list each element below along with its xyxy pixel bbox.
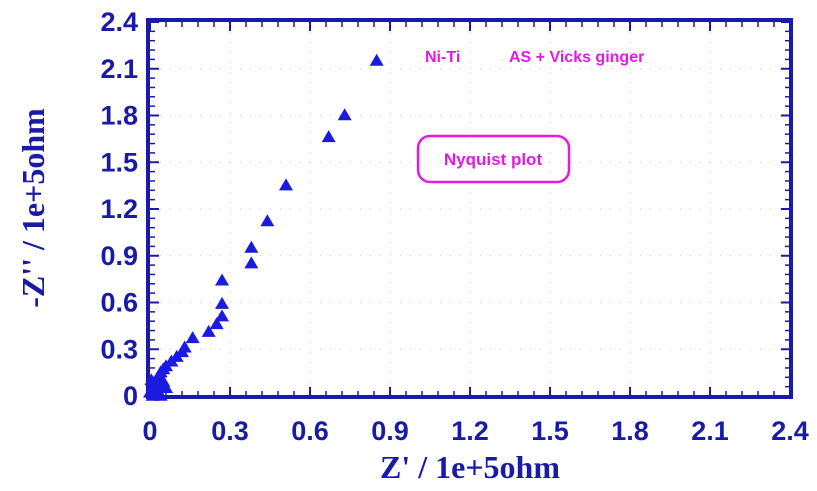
data-point-triangle [260, 214, 275, 227]
data-point-triangle [369, 53, 384, 66]
x-tick-label: 1.5 [531, 416, 569, 446]
x-tick-labels: 0 0.3 0.6 0.9 1.2 1.5 1.8 2.1 2.4 [142, 416, 808, 446]
sample-label: Ni-Ti [425, 49, 460, 66]
data-point-triangle [321, 130, 336, 143]
y-tick-label: 0.3 [100, 334, 138, 364]
data-point-triangle [159, 381, 173, 394]
plot-frame [146, 18, 793, 399]
y-tick-label: 0 [123, 381, 138, 411]
x-tick-label: 2.1 [691, 416, 729, 446]
data-point-triangle [177, 340, 192, 353]
data-point-triangle [215, 296, 229, 309]
data-point-triangle [209, 317, 224, 330]
data-point-triangle [244, 240, 259, 253]
x-tick-label: 0 [142, 416, 157, 446]
x-tick-label: 0.9 [371, 416, 409, 446]
y-tick-label: 2.1 [100, 54, 138, 84]
plot-type-box [416, 134, 571, 184]
medium-label: AS + Vicks ginger [509, 49, 644, 66]
x-tick-label: 1.2 [451, 416, 489, 446]
y-tick-label: 1.2 [100, 194, 138, 224]
x-tick-label: 0.6 [291, 416, 329, 446]
y-tick-label: 0.9 [100, 241, 138, 271]
x-tick-label: 2.4 [771, 416, 809, 446]
data-point-triangle [144, 373, 159, 386]
y-tick-labels: 0 0.3 0.6 0.9 1.2 1.5 1.8 2.1 2.4 [100, 7, 138, 411]
data-point-triangle [185, 331, 200, 344]
y-tick-label: 1.5 [100, 147, 138, 177]
data-point-triangle [215, 309, 229, 322]
grid-lines [150, 22, 790, 396]
data-points [143, 53, 384, 401]
data-point-triangle [215, 273, 229, 286]
data-point-triangle [201, 324, 216, 337]
data-point-triangle [337, 108, 352, 121]
axis-ticks [149, 21, 791, 397]
x-tick-label: 1.8 [611, 416, 649, 446]
y-tick-label: 2.4 [100, 7, 138, 37]
data-point-triangle [145, 388, 160, 401]
data-point-triangle [244, 256, 259, 269]
x-axis-title: Z' / 1e+5ohm [380, 449, 560, 485]
plot-type-label: Nyquist plot [444, 150, 543, 169]
y-tick-label: 1.8 [100, 101, 138, 131]
data-point-triangle [279, 178, 293, 191]
y-axis-title: -Z'' / 1e+5ohm [15, 108, 51, 308]
x-tick-label: 0.3 [211, 416, 249, 446]
y-tick-label: 0.6 [100, 288, 138, 318]
